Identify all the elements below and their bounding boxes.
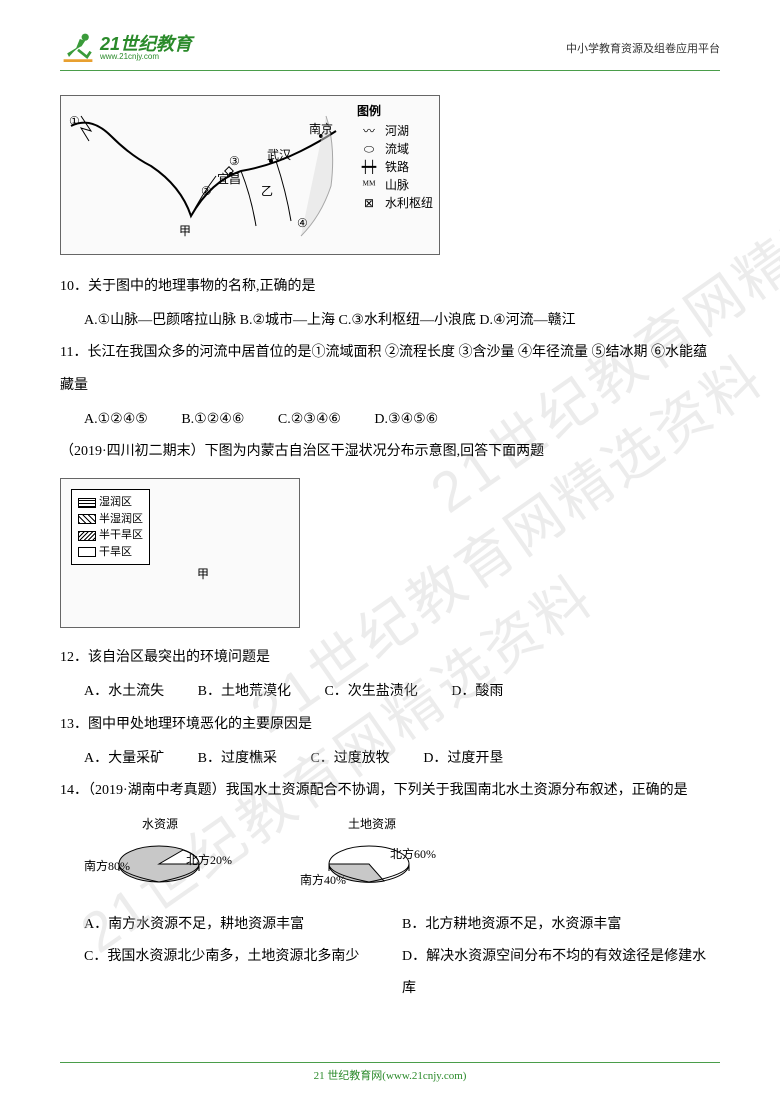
pie2-north-label: 北方60% — [390, 845, 436, 862]
map-label-wuhan: 武汉 — [267, 146, 291, 163]
logo-sub-text: www.21cnjy.com — [100, 53, 192, 61]
legend-item: 湿润区 — [99, 496, 132, 508]
legend-item: 半干旱区 — [99, 529, 143, 541]
legend-item: 流域 — [385, 140, 409, 158]
q12-options: A．水土流失 B．土地荒漠化 C．次生盐渍化 D．酸雨 — [60, 676, 720, 708]
pie-charts: 水资源 南方80% 北方20% 土地资源 北方60% 南方40% — [84, 819, 720, 899]
q13-options: A．大量采矿 B．过度樵采 C．过度放牧 D．过度开垦 — [60, 743, 720, 775]
pie2-south-label: 南方40% — [300, 871, 346, 888]
map-label-1: ① — [69, 114, 80, 129]
q14-optC: C．我国水资源北少南多，土地资源北多南少 — [84, 941, 402, 1005]
q11-options: A.①②④⑤ B.①②④⑥ C.②③④⑥ D.③④⑤⑥ — [60, 404, 720, 436]
q11-optA: A.①②④⑤ — [84, 412, 148, 427]
legend-item: 河湖 — [385, 122, 409, 140]
q12-stem: 12．该自治区最突出的环境问题是 — [60, 642, 720, 674]
pie2-title: 土地资源 — [348, 815, 396, 832]
context-12-13: （2019·四川初二期末）下图为内蒙古自治区干湿状况分布示意图,回答下面两题 — [60, 436, 720, 468]
pie1-title: 水资源 — [142, 815, 178, 832]
q12-optC: C．次生盐渍化 — [324, 684, 417, 699]
map-label-jia: 甲 — [179, 222, 191, 239]
map1-legend: 图例 〰河湖 ⬭流域 ┿┿铁路 ᴹᴹ山脉 ⊠水利枢纽 — [357, 102, 433, 212]
q13-stem: 13．图中甲处地理环境恶化的主要原因是 — [60, 709, 720, 741]
q14-options: A．南方水资源不足，耕地资源丰富 B．北方耕地资源不足，水资源丰富 C．我国水资… — [60, 909, 720, 1006]
map-label-yi: 乙 — [261, 182, 273, 199]
q11-stem: 11．长江在我国众多的河流中居首位的是①流域面积 ②流程长度 ③含沙量 ④年径流… — [60, 337, 720, 401]
legend-item: 干旱区 — [99, 546, 132, 558]
q10-options: A.①山脉—巴颜喀拉山脉 B.②城市—上海 C.③水利枢纽—小浪底 D.④河流—… — [60, 305, 720, 337]
q14-optD: D．解决水资源空间分布不均的有效途径是修建水库 — [402, 941, 720, 1005]
legend-item: 水利枢纽 — [385, 194, 433, 212]
inner-mongolia-map: 湿润区 半湿润区 半干旱区 干旱区 甲 — [60, 478, 300, 628]
map-label-3: ③ — [229, 154, 240, 169]
q14-optB: B．北方耕地资源不足，水资源丰富 — [402, 909, 720, 941]
legend-item: 铁路 — [385, 158, 409, 176]
map2-label-jia: 甲 — [197, 565, 209, 582]
page-header: 21世纪教育 www.21cnjy.com 中小学教育资源及组卷应用平台 — [60, 30, 720, 71]
q13-optC: C．过度放牧 — [310, 751, 389, 766]
map-label-yichang: 宜昌 — [217, 170, 241, 187]
q13-optA: A．大量采矿 — [84, 751, 164, 766]
pie1-north-label: 北方20% — [186, 851, 232, 868]
page-footer: 21 世纪教育网(www.21cnjy.com) — [60, 1062, 720, 1083]
yangtze-map-figure: ① ② ③ ④ 南京 武汉 宜昌 甲 乙 图例 〰河湖 ⬭流域 ┿┿铁路 ᴹᴹ山… — [60, 95, 440, 255]
q13-optB: B．过度樵采 — [198, 751, 277, 766]
legend-item: 半湿润区 — [99, 513, 143, 525]
q12-optA: A．水土流失 — [84, 684, 164, 699]
map2-legend: 湿润区 半湿润区 半干旱区 干旱区 — [71, 489, 150, 565]
legend-item: 山脉 — [385, 176, 409, 194]
q11-optD: D.③④⑤⑥ — [374, 412, 438, 427]
q12-optB: B．土地荒漠化 — [198, 684, 291, 699]
q10-stem: 10．关于图中的地理事物的名称,正确的是 — [60, 271, 720, 303]
q11-optC: C.②③④⑥ — [278, 412, 341, 427]
pie-water: 水资源 南方80% 北方20% — [84, 819, 234, 899]
legend-title: 图例 — [357, 102, 433, 120]
logo: 21世纪教育 www.21cnjy.com — [60, 30, 192, 66]
pie1-south-label: 南方80% — [84, 857, 130, 874]
logo-main-text: 21世纪教育 — [100, 35, 192, 53]
map-label-nanjing: 南京 — [309, 120, 333, 137]
pie-land: 土地资源 北方60% 南方40% — [294, 819, 444, 899]
q11-optB: B.①②④⑥ — [181, 412, 244, 427]
q13-optD: D．过度开垦 — [423, 751, 503, 766]
map-label-2: ② — [201, 184, 212, 199]
q12-optD: D．酸雨 — [451, 684, 503, 699]
q14-stem: 14．（2019·湖南中考真题）我国水土资源配合不协调，下列关于我国南北水土资源… — [60, 775, 720, 807]
header-subtitle: 中小学教育资源及组卷应用平台 — [566, 40, 720, 56]
map-label-4: ④ — [297, 216, 308, 231]
q14-optA: A．南方水资源不足，耕地资源丰富 — [84, 909, 402, 941]
runner-icon — [60, 30, 96, 66]
